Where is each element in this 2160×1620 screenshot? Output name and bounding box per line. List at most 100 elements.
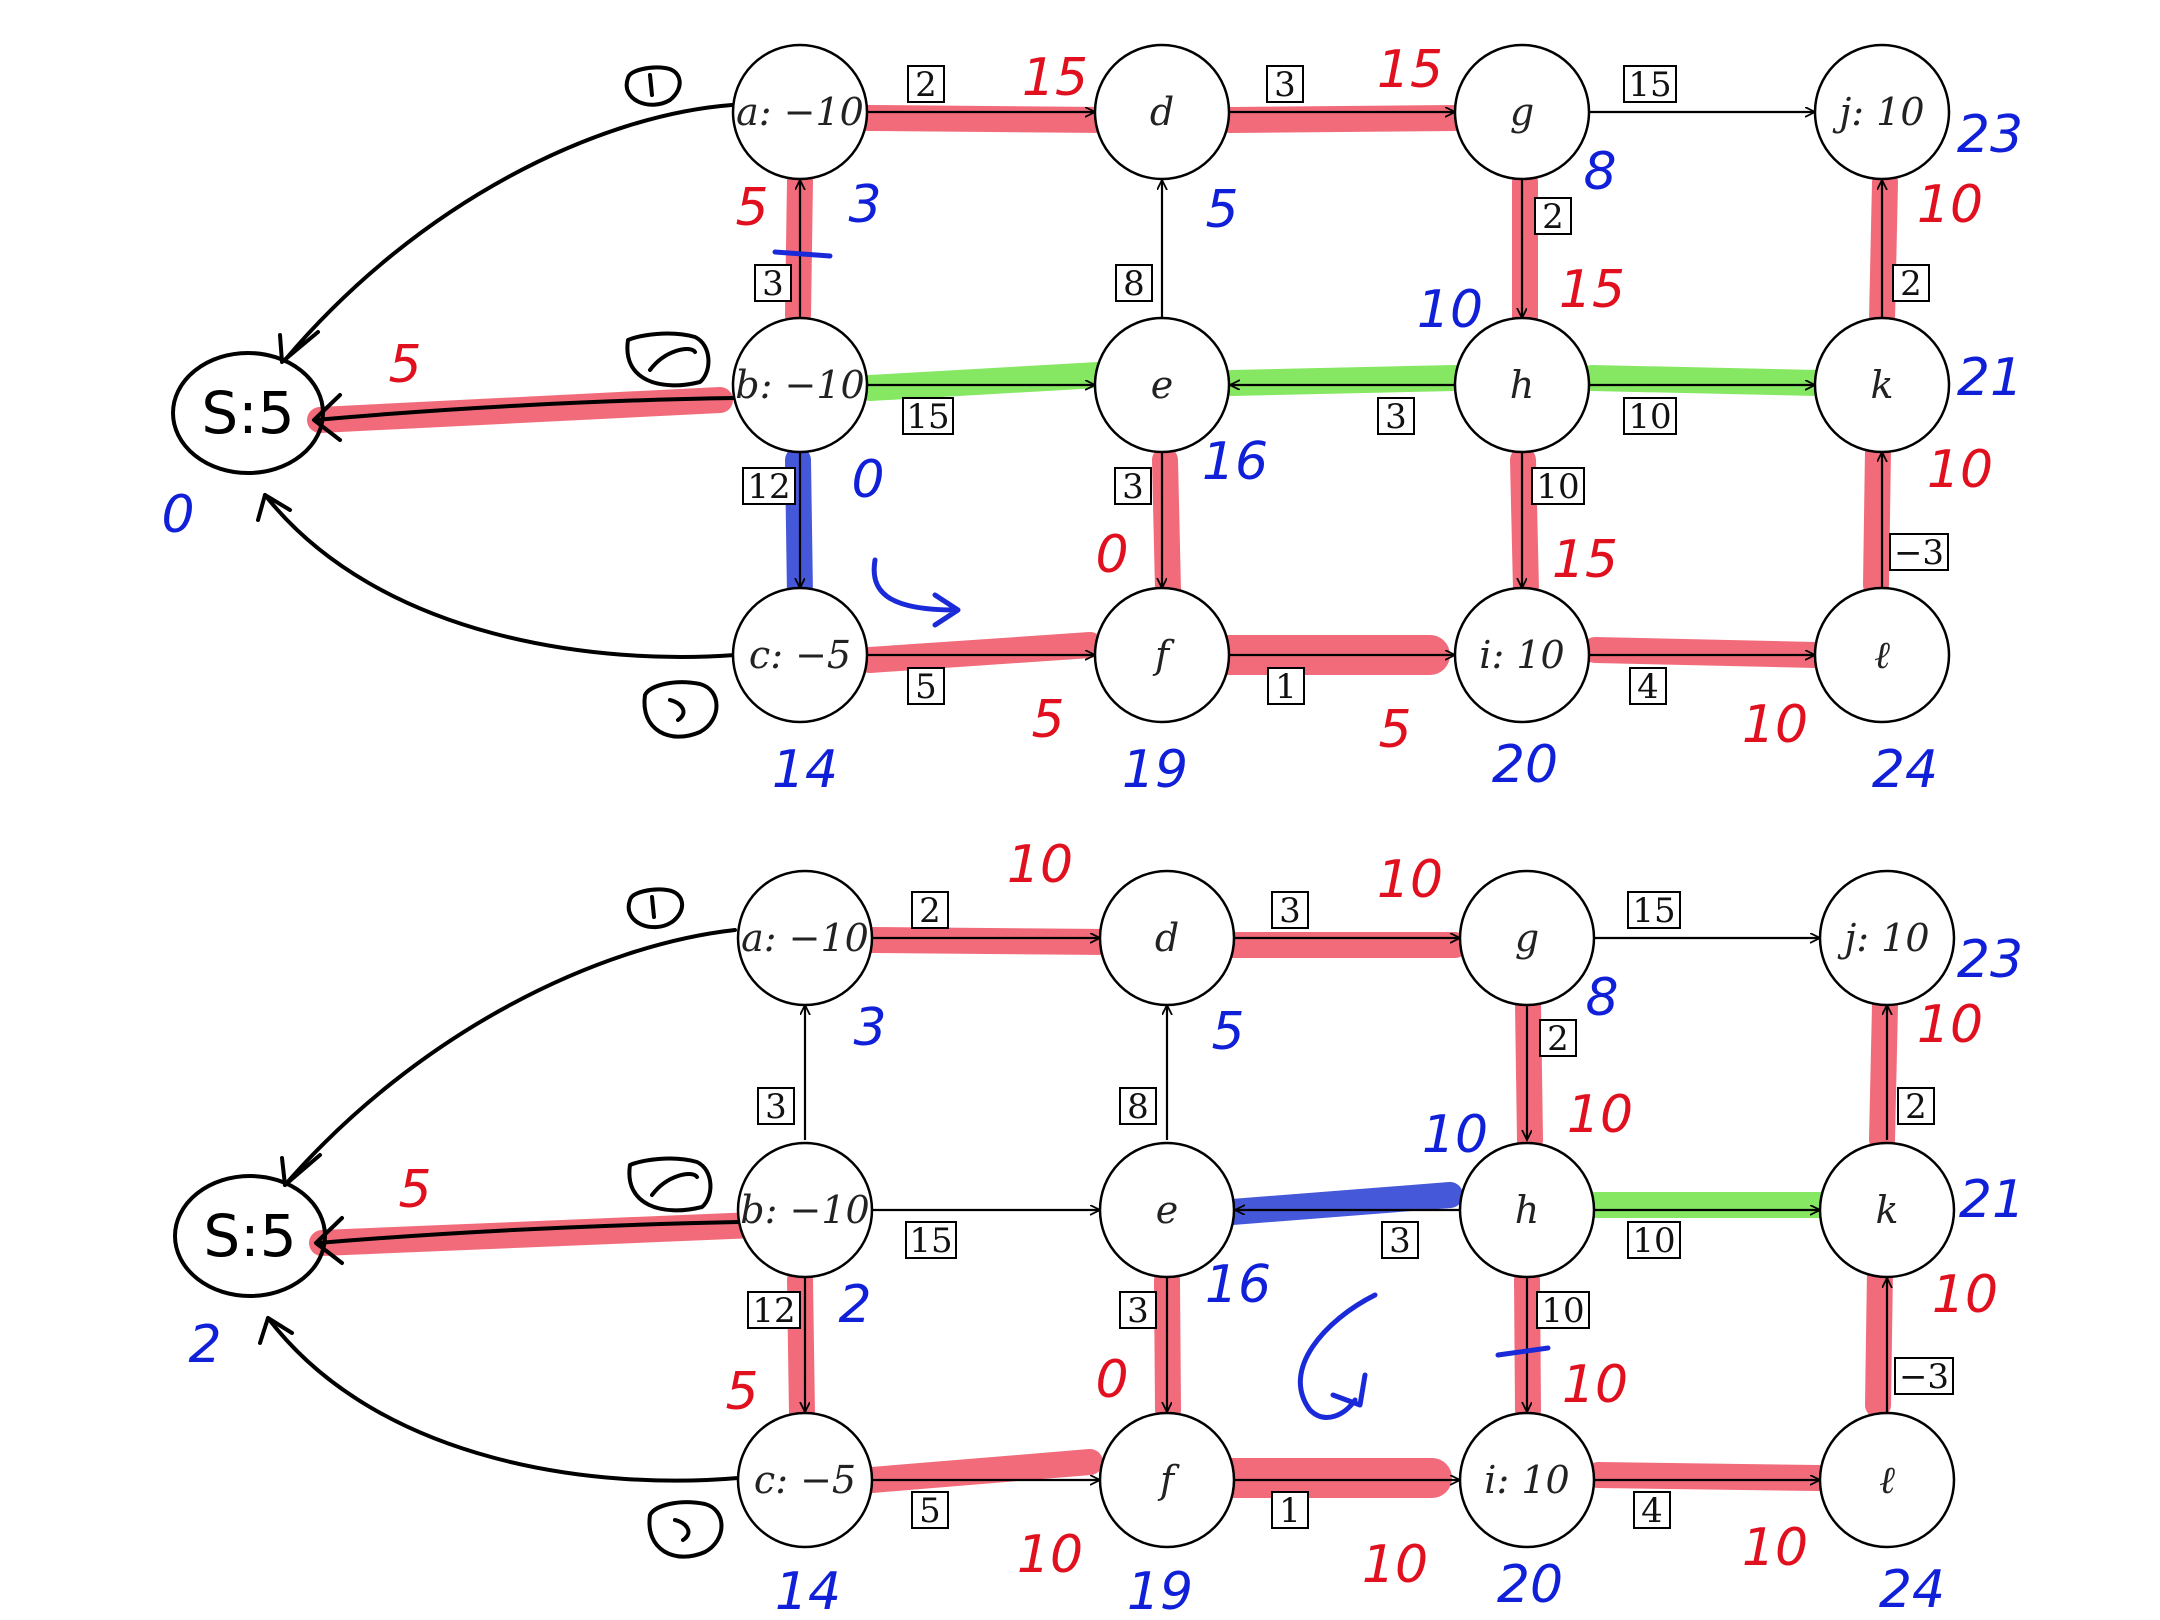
node-k-2 (1818, 1141, 1956, 1279)
flow-a-b: 5 (735, 178, 768, 238)
potential-a-2: 3 (853, 998, 886, 1058)
node-l (1813, 586, 1951, 724)
node-label-c: c: −5 (749, 633, 851, 677)
cap-box (1114, 467, 1152, 505)
cap-h-i-2: 10 (1541, 1291, 1584, 1331)
flow-e-f-2: 0 (1095, 1350, 1128, 1410)
ink-arrow-c (256, 493, 292, 522)
cap-box (754, 264, 792, 302)
ink-c-to-s-2 (266, 1316, 740, 1483)
node-label-l-2: ℓ (1879, 1458, 1895, 1502)
cap-box (911, 891, 949, 929)
zero-b-2 (627, 1156, 713, 1213)
potential-c-2: 14 (775, 1562, 841, 1620)
cap-box (1623, 397, 1677, 435)
cap-b-c-2: 12 (752, 1291, 795, 1331)
cap-box (1892, 264, 1930, 302)
hl-c-f (857, 632, 1103, 673)
node-e (1093, 316, 1231, 454)
cap-i-l: 4 (1637, 667, 1659, 707)
cap-a-d: 2 (915, 65, 937, 105)
potential-i-2: 20 (1497, 1555, 1563, 1615)
node-e-2 (1098, 1141, 1236, 1279)
node-label-b: b: −10 (735, 363, 864, 407)
node-label-b-2: b: −10 (740, 1188, 869, 1232)
node-h (1453, 316, 1591, 454)
cap-box (907, 65, 945, 103)
node-j-2 (1818, 869, 1956, 1007)
cap-box (1267, 667, 1305, 705)
potential-a: 3 (848, 175, 881, 235)
potential-h-2: 10 (1422, 1105, 1488, 1165)
cap-f-i: 1 (1275, 667, 1297, 707)
flow-highlights-bottom (309, 927, 1898, 1498)
node-g (1453, 43, 1591, 181)
flow-i-l-2: 10 (1742, 1518, 1808, 1578)
diagram-bottom: 2 3 15 3 8 2 2 15 3 10 12 3 10 (173, 835, 2025, 1620)
cap-box (1889, 533, 1949, 571)
hl-a-d (855, 105, 1118, 133)
zero-c-2 (647, 1500, 724, 1559)
potential-g: 8 (1583, 142, 1616, 202)
cap-box (1629, 667, 1667, 705)
flow-h-i-2: 10 (1562, 1355, 1628, 1415)
flow-g-h: 15 (1559, 260, 1625, 320)
source-node-bottom (173, 1174, 327, 1298)
cap-l-k-2: −3 (1899, 1357, 1949, 1397)
cap-h-k: 10 (1628, 397, 1671, 437)
node-h-2 (1458, 1141, 1596, 1279)
hl-h-e (1219, 365, 1468, 396)
node-label-k: k (1870, 363, 1893, 407)
cap-box (911, 1491, 949, 1529)
node-l-2 (1818, 1411, 1956, 1549)
node-label-h-2: h (1515, 1188, 1539, 1232)
node-label-e-2: e (1156, 1188, 1179, 1232)
cap-box (1633, 1491, 1671, 1529)
flow-k-j-2: 10 (1917, 995, 1983, 1055)
node-label-a: a: −10 (736, 90, 864, 134)
potential-source-2: 2 (188, 1315, 221, 1375)
zero-a-2 (626, 887, 684, 930)
potential-d: 5 (1205, 180, 1238, 240)
flow-f-i-2: 10 (1362, 1535, 1428, 1595)
potential-b: 0 (851, 450, 884, 510)
ink-arrow-a (278, 330, 320, 364)
flow-f-i: 5 (1378, 700, 1411, 760)
node-label-h: h (1510, 363, 1534, 407)
cap-h-i: 10 (1536, 467, 1579, 507)
cap-box (1377, 397, 1415, 435)
flow-g-h-2: 10 (1567, 1085, 1633, 1145)
cap-h-e-2: 3 (1389, 1221, 1411, 1261)
potential-f-2: 19 (1127, 1562, 1193, 1620)
potential-b-2: 2 (838, 1275, 871, 1335)
cap-box (1623, 65, 1677, 103)
node-label-j: j: 10 (1832, 90, 1924, 134)
cap-h-k-2: 10 (1632, 1221, 1675, 1261)
potential-l: 24 (1872, 740, 1938, 800)
ink-arrow-b (312, 393, 342, 442)
hl-h-i (1510, 447, 1539, 603)
potential-i: 20 (1492, 735, 1558, 795)
flow-l-k-2: 10 (1932, 1265, 1998, 1325)
node-i-2 (1458, 1411, 1596, 1549)
node-label-k-2: k (1875, 1188, 1898, 1232)
nodes-bottom: a: −10 d g j: 10 b: −10 e h k c: −5 f i:… (736, 869, 1956, 1549)
cap-a-d-2: 2 (919, 891, 941, 931)
cap-l-k: −3 (1894, 533, 1944, 573)
cap-box (905, 1221, 957, 1259)
node-j (1813, 43, 1951, 181)
node-d (1093, 43, 1231, 181)
cap-e-d: 8 (1123, 264, 1145, 304)
flow-h-i: 15 (1552, 530, 1618, 590)
node-k (1813, 316, 1951, 454)
potential-j-2: 23 (1957, 930, 2023, 990)
annotations-bottom: 10 10 10 10 5 5 0 10 10 10 10 10 3 5 8 2… (188, 835, 2025, 1620)
flow-b-c-2: 5 (725, 1362, 758, 1422)
blue-arrow-hook (871, 557, 961, 628)
cap-box (1536, 1291, 1590, 1329)
cap-box (1539, 1019, 1577, 1057)
potential-h: 10 (1417, 280, 1483, 340)
cap-d-g-2: 3 (1279, 891, 1301, 931)
flow-l-k: 10 (1927, 440, 1993, 500)
